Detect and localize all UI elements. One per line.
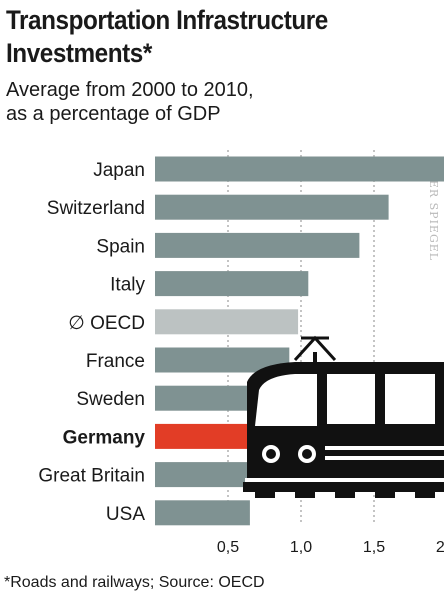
category-label-usa: USA (106, 504, 145, 525)
category-label-france: France (86, 351, 145, 372)
tick-label-3: 2,0 (436, 539, 444, 556)
bar-spain (155, 232, 360, 258)
category-label-great-britain: Great Britain (38, 466, 145, 487)
category-label-germany: Germany (63, 427, 146, 448)
category-label-spain: Spain (96, 236, 145, 257)
footnote: *Roads and railways; Source: OECD (4, 574, 265, 591)
chart-title: Transportation Infrastructure Investment… (6, 4, 384, 70)
category-label-japan: Japan (93, 160, 145, 181)
bar-oecd (155, 309, 299, 335)
category-label-sweden: Sweden (76, 389, 145, 410)
subtitle-line-1: Average from 2000 to 2010, (6, 79, 254, 101)
bar-switzerland (155, 194, 389, 220)
tick-label-0: 0,5 (217, 539, 239, 556)
watermark: DER SPIEGEL (427, 170, 440, 262)
train-icon (243, 335, 444, 498)
title-line-2: Investments* (6, 38, 152, 68)
category-label-switzerland: Switzerland (47, 198, 145, 219)
bar-great-britain (155, 462, 261, 488)
bar-usa (155, 500, 250, 526)
bars (155, 156, 444, 526)
bar-italy (155, 271, 309, 297)
tick-labels: 0,5 1,0 1,5 2,0 (217, 539, 444, 556)
category-label-oecd: ∅ OECD (68, 313, 145, 334)
tick-label-2: 1,5 (363, 539, 385, 556)
subtitle-line-2: as a percentage of GDP (6, 103, 221, 125)
title-line-1: Transportation Infrastructure (6, 5, 328, 35)
bar-japan (155, 156, 444, 182)
category-labels: Japan Switzerland Spain Italy ∅ OECD France Sw… (38, 160, 145, 525)
category-label-italy: Italy (110, 275, 145, 296)
chart-subtitle: Average from 2000 to 2010, as a percenta… (6, 78, 254, 126)
tick-label-1: 1,0 (290, 539, 312, 556)
